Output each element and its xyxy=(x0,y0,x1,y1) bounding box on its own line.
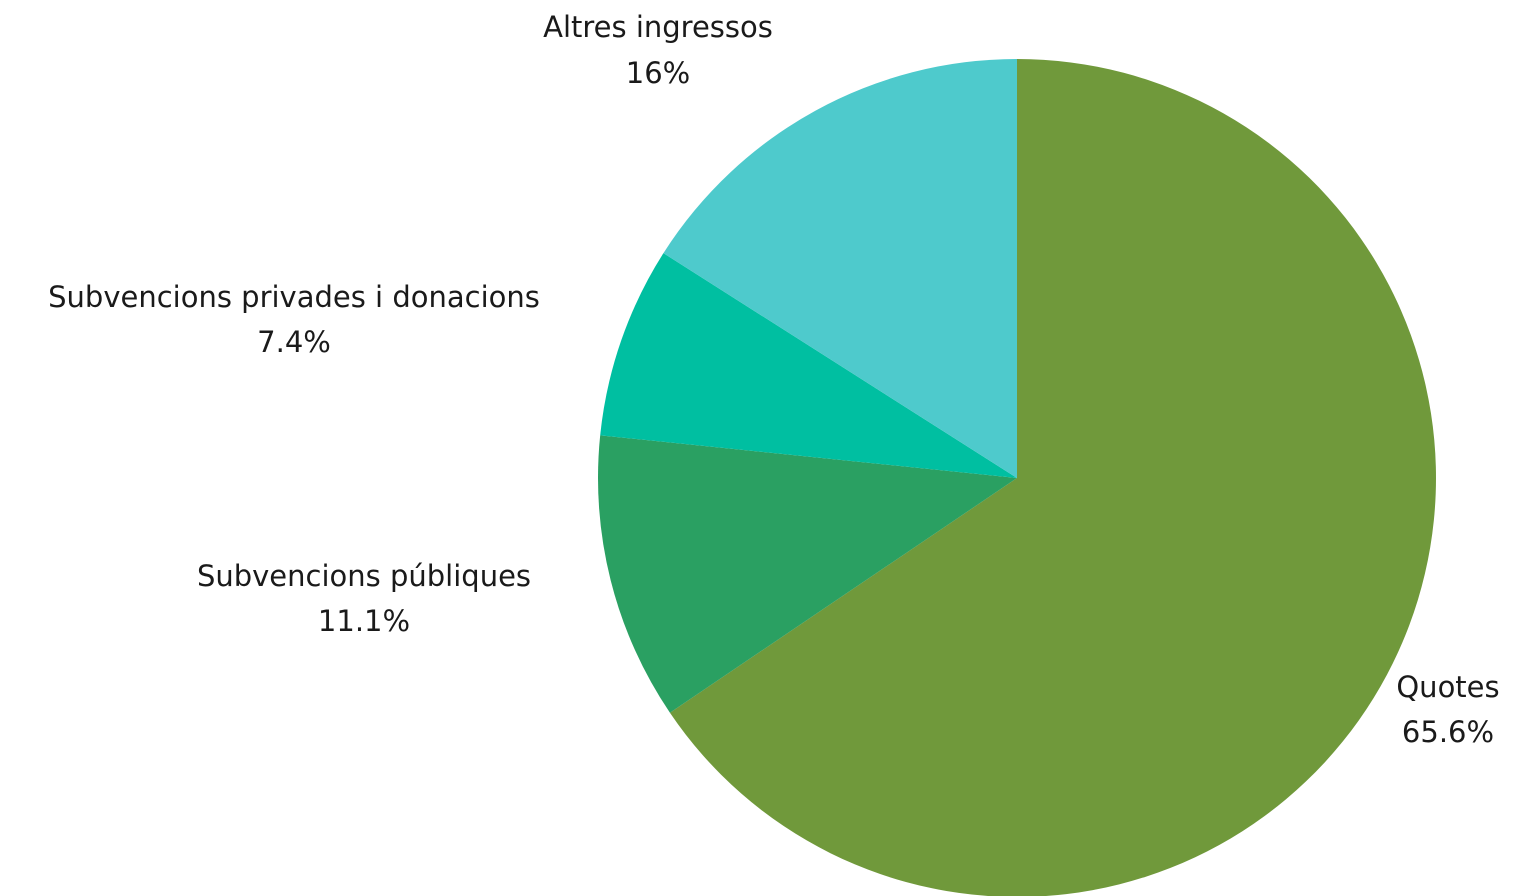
slice-label-altres-ingressos: Altres ingressos xyxy=(543,10,773,44)
slice-value-quotes: 65.6% xyxy=(1402,715,1494,749)
slice-label-subvencions-privades: Subvencions privades i donacions xyxy=(48,280,540,314)
pie-slices xyxy=(598,59,1436,896)
slice-value-subvencions-privades: 7.4% xyxy=(257,325,331,359)
slice-value-altres-ingressos: 16% xyxy=(626,56,690,90)
slice-label-subvencions-publiques: Subvencions públiques xyxy=(197,559,531,593)
slice-value-subvencions-publiques: 11.1% xyxy=(318,604,410,638)
slice-label-quotes: Quotes xyxy=(1396,670,1499,704)
